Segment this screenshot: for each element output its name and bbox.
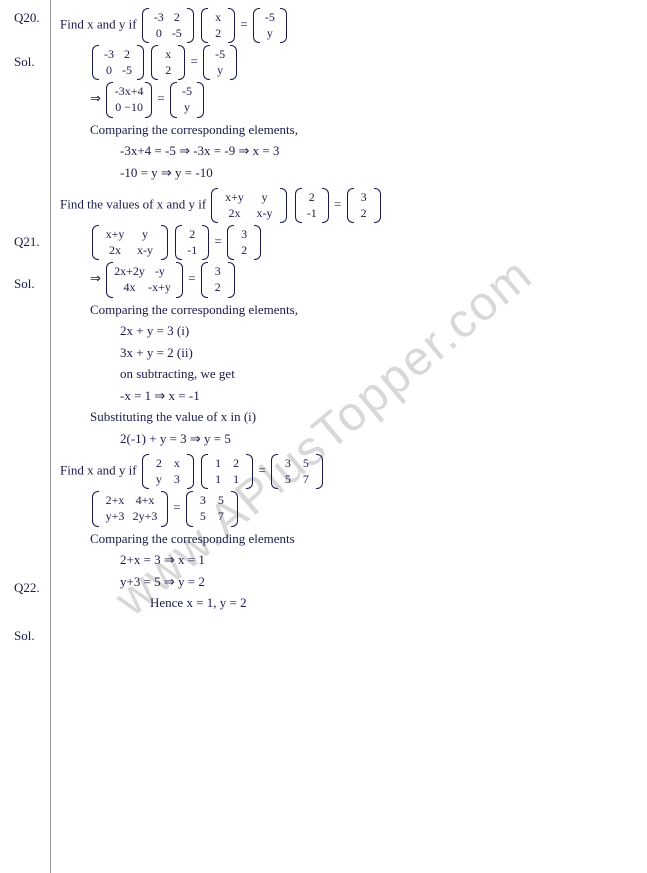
q22-prompt-text: Find x and y if — [60, 463, 137, 478]
q21-sub-res: -x = 1 ⇒ x = -1 — [60, 386, 627, 406]
q21-matrix-B: 3 2 — [347, 188, 381, 223]
q21-compare: Comparing the corresponding elements, — [60, 300, 627, 320]
q20-eq1: -3x+4 = -5 ⇒ -3x = -9 ⇒ x = 3 — [60, 141, 627, 161]
q20-matrix-A: -32 0-5 — [142, 8, 194, 43]
q21-s2-L: 2x+2y-y 4x-x+y — [106, 262, 183, 297]
q21-eqi: 2x + y = 3 (i) — [60, 321, 627, 341]
q20-step1: -32 0-5 x 2 = -5 y — [60, 45, 627, 80]
q20-sol-label: Sol. — [14, 52, 35, 72]
q20-prompt: Find x and y if -32 0-5 x 2 = -5 y — [60, 8, 627, 43]
q21-s1-A: x+yy 2xx-y — [92, 225, 168, 260]
q21-block: Q21. Find the values of x and y if x+yy … — [60, 188, 627, 448]
q22-compare: Comparing the corresponding elements — [60, 529, 627, 549]
q20-eq2: -10 = y ⇒ y = -10 — [60, 163, 627, 183]
q22-block: Q22. Find x and y if 2x y3 12 11 = 35 57… — [60, 454, 627, 612]
q20-s1-X: x 2 — [151, 45, 185, 80]
q22-label: Q22. — [14, 578, 40, 598]
q22-s-L: 2+x4+x y+32y+3 — [92, 491, 168, 526]
q22-matrix-X: 12 11 — [201, 454, 253, 489]
q22-hence: Hence x = 1, y = 2 — [60, 593, 627, 613]
q21-subst-res: 2(-1) + y = 3 ⇒ y = 5 — [60, 429, 627, 449]
q20-s2-L: -3x+4 0 −10 — [106, 82, 152, 117]
q22-eq1: 2+x = 3 ⇒ x = 1 — [60, 550, 627, 570]
q21-step1: x+yy 2xx-y 2 -1 = 3 2 — [60, 225, 627, 260]
q22-s-R: 35 57 — [186, 491, 238, 526]
q21-prompt-text: Find the values of x and y if — [60, 197, 206, 212]
q22-matrix-A: 2x y3 — [142, 454, 194, 489]
q20-s2-R: -5 y — [170, 82, 204, 117]
q22-step: 2+x4+x y+32y+3 = 35 57 — [60, 491, 627, 526]
q21-label: Q21. — [14, 232, 40, 252]
q21-prompt: Find the values of x and y if x+yy 2xx-y… — [60, 188, 627, 223]
q22-eq2: y+3 = 5 ⇒ y = 2 — [60, 572, 627, 592]
q20-block: Q20. Find x and y if -32 0-5 x 2 = -5 y … — [60, 8, 627, 182]
q20-matrix-X: x 2 — [201, 8, 235, 43]
q21-subst-text: Substituting the value of x in (i) — [60, 407, 627, 427]
q21-sol-label: Sol. — [14, 274, 35, 294]
q21-step2: ⇒ 2x+2y-y 4x-x+y = 3 2 — [60, 262, 627, 297]
q20-s1-B: -5 y — [203, 45, 237, 80]
q20-prompt-text: Find x and y if — [60, 17, 137, 32]
q20-label: Q20. — [14, 8, 40, 28]
q20-compare: Comparing the corresponding elements, — [60, 120, 627, 140]
q21-s1-X: 2 -1 — [175, 225, 209, 260]
q20-step2: ⇒ -3x+4 0 −10 = -5 y — [60, 82, 627, 117]
q21-eqii: 3x + y = 2 (ii) — [60, 343, 627, 363]
q20-s1-A: -32 0-5 — [92, 45, 144, 80]
q20-matrix-B: -5 y — [253, 8, 287, 43]
q22-sol-label: Sol. — [14, 626, 35, 646]
q21-s1-B: 3 2 — [227, 225, 261, 260]
q21-sub-text: on subtracting, we get — [60, 364, 627, 384]
page-content: Q20. Find x and y if -32 0-5 x 2 = -5 y … — [0, 0, 647, 629]
q21-s2-R: 3 2 — [201, 262, 235, 297]
q21-matrix-A: x+yy 2xx-y — [211, 188, 287, 223]
q21-matrix-X: 2 -1 — [295, 188, 329, 223]
q22-prompt: Find x and y if 2x y3 12 11 = 35 57 — [60, 454, 627, 489]
q22-matrix-B: 35 57 — [271, 454, 323, 489]
